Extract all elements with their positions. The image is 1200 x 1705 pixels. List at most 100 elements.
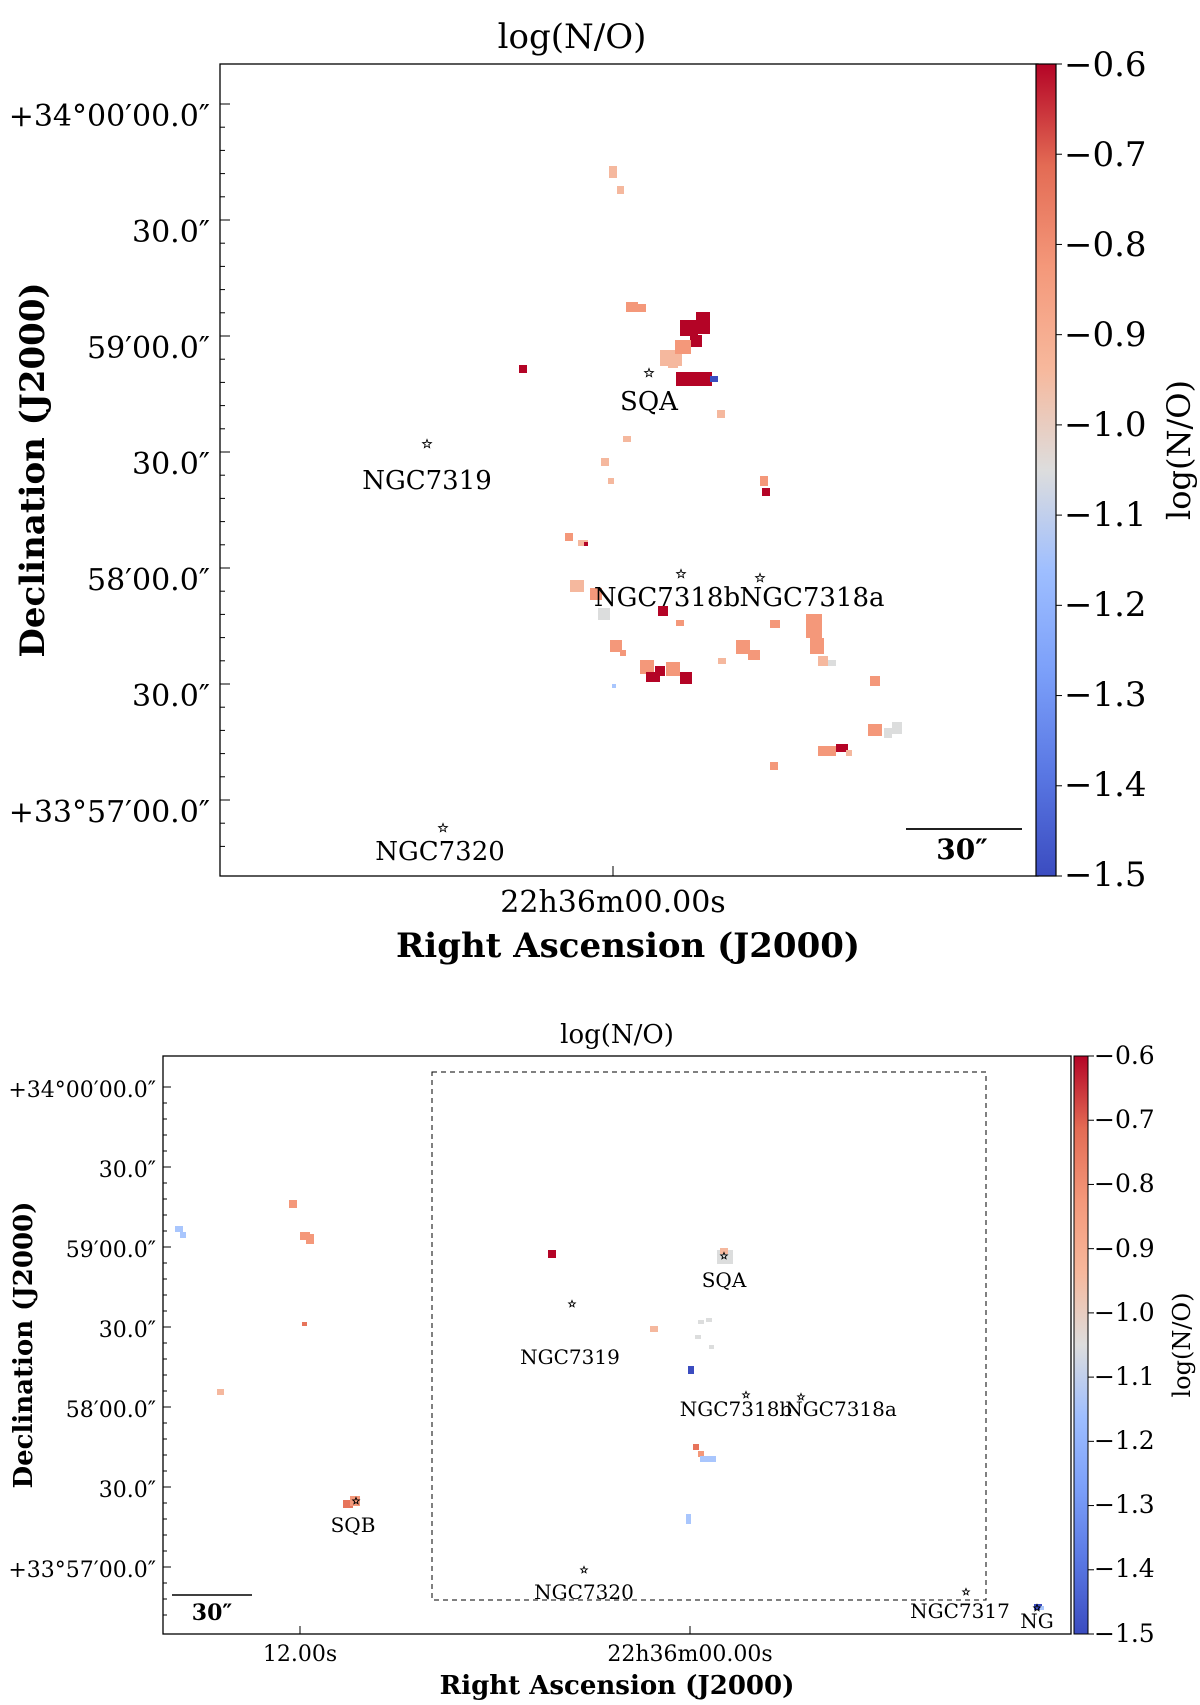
panel-bottom-zoom-box	[431, 1071, 987, 1601]
region-pixel	[688, 1366, 694, 1374]
marker-label-ngc7318a: NGC7318a	[785, 1397, 897, 1421]
marker-label-sqb: SQB	[331, 1513, 376, 1537]
region-pixel	[668, 360, 678, 368]
region-pixel	[680, 320, 698, 336]
region-pixel	[884, 728, 892, 738]
colorbar-tick-label: −1.2	[1094, 1426, 1155, 1455]
colorbar-tick-label: −0.6	[1094, 1041, 1155, 1070]
marker-label-ngc7320: NGC7320	[534, 1580, 634, 1604]
region-pixel	[770, 762, 778, 770]
panel-top-ytick-label: 59′00.0″	[87, 331, 210, 366]
marker-label-ngc7318b: NGC7318b	[680, 1397, 792, 1421]
region-pixel	[623, 436, 631, 442]
colorbar-tick-label: −1.4	[1064, 765, 1147, 805]
colorbar-tick-label: −0.6	[1064, 45, 1147, 85]
region-pixel	[617, 186, 624, 194]
region-pixel	[706, 1318, 712, 1322]
marker-star-icon	[437, 822, 449, 833]
colorbar-tick-label: −1.0	[1094, 1298, 1155, 1327]
panel-top-ytick-label: +33°57′00.0″	[9, 795, 210, 830]
region-pixel	[868, 724, 882, 736]
panel-bottom-y-axis-label: Declination (J2000)	[9, 1202, 39, 1489]
colorbar-tick-label: −0.7	[1064, 135, 1147, 175]
marker-star-icon	[567, 1299, 577, 1308]
panel-top-ytick-label: +34°00′00.0″	[9, 99, 210, 134]
region-pixel	[650, 1326, 658, 1332]
panel-top-colorbar-ticks	[1056, 63, 1062, 877]
panel-bottom-xtick-label: 12.00s	[263, 1642, 337, 1667]
region-pixel	[302, 1322, 307, 1326]
region-pixel	[601, 458, 609, 466]
region-pixel	[343, 1500, 353, 1508]
region-pixel	[180, 1232, 186, 1238]
region-pixel	[565, 533, 573, 541]
marker-star-icon	[675, 568, 687, 579]
region-pixel	[846, 750, 852, 756]
colorbar-tick-label: −1.1	[1094, 1362, 1155, 1391]
marker-star-icon	[421, 438, 433, 449]
marker-star-icon	[754, 572, 766, 583]
region-pixel	[598, 608, 610, 620]
region-pixel	[810, 638, 824, 654]
panel-top-colorbar-label: log(N/O)	[1160, 380, 1198, 520]
region-pixel	[698, 1451, 704, 1457]
region-pixel	[717, 410, 725, 418]
colorbar-tick-label: −1.1	[1064, 495, 1147, 535]
region-pixel	[638, 304, 646, 312]
panel-top-y-ticks	[220, 103, 230, 847]
marker-star-icon	[796, 1392, 806, 1401]
region-pixel	[870, 676, 880, 686]
region-pixel	[762, 488, 770, 496]
region-pixel	[306, 1234, 314, 1244]
region-pixel	[770, 620, 780, 628]
region-pixel	[217, 1389, 224, 1395]
region-pixel	[640, 660, 654, 674]
region-pixel	[690, 335, 702, 347]
region-pixel	[548, 1250, 556, 1258]
region-pixel	[693, 1444, 699, 1450]
colorbar-tick-label: −1.3	[1064, 675, 1147, 715]
panel-bottom-scale-bar-label: 30″	[192, 1600, 233, 1626]
panel-bottom-markers: SQA NGC7319 NGC7318b NGC7318a SQB NGC732…	[331, 1251, 1054, 1633]
marker-label-ngc7318a: NGC7318a	[739, 583, 884, 613]
region-pixel	[675, 340, 691, 354]
panel-top-ytick-label: 58′00.0″	[87, 563, 210, 598]
region-pixel	[828, 660, 836, 666]
panel-bottom-ytick-label: 30.0″	[99, 1318, 156, 1343]
region-pixel	[698, 372, 712, 386]
colorbar-tick-label: −0.7	[1094, 1105, 1155, 1134]
region-pixel	[806, 614, 822, 638]
colorbar-tick-label: −1.5	[1064, 855, 1147, 895]
panel-bottom-title: log(N/O)	[560, 1020, 674, 1050]
region-pixel	[610, 640, 622, 652]
region-pixel	[612, 684, 616, 688]
marker-label-ngc7319: NGC7319	[362, 466, 492, 496]
region-pixel	[646, 672, 660, 682]
panel-top-markers: SQA NGC7319 NGC7318b NGC7318a NGC7320	[362, 367, 885, 867]
marker-star-icon	[579, 1565, 589, 1574]
colorbar-tick-label: −0.9	[1064, 315, 1147, 355]
region-pixel	[720, 1248, 728, 1254]
region-pixel	[892, 722, 902, 734]
panel-top-y-axis-label: Declination (J2000)	[13, 282, 53, 657]
panel-bottom-ytick-label: 59′00.0″	[66, 1238, 156, 1263]
marker-star-icon	[1032, 1603, 1042, 1612]
marker-label-sqa: SQA	[702, 1268, 747, 1292]
region-pixel	[175, 1226, 183, 1232]
panel-bottom-ytick-label: +33°57′00.0″	[8, 1558, 156, 1583]
panel-top-x-axis-label: Right Ascension (J2000)	[396, 926, 860, 966]
region-pixel	[578, 540, 588, 546]
panel-bottom-colorbar	[1073, 1055, 1089, 1635]
panel-bottom-colorbar-labels: −0.6 −0.7 −0.8 −0.9 −1.0 −1.1 −1.2 −1.3 …	[1094, 1041, 1155, 1648]
panel-bottom-x-axis-label: Right Ascension (J2000)	[440, 1671, 795, 1701]
marker-label-sqa: SQA	[620, 387, 679, 417]
colorbar-tick-label: −0.8	[1064, 225, 1147, 265]
panel-top-ytick-label: 30.0″	[132, 679, 210, 714]
panel-bottom-colorbar-ticks	[1088, 1055, 1094, 1635]
marker-label-ng: NG	[1020, 1609, 1053, 1633]
panel-bottom-ytick-label: 30.0″	[99, 1478, 156, 1503]
panel-top-axes-frame	[219, 63, 1039, 877]
region-pixel	[300, 1232, 310, 1240]
marker-star-icon	[719, 1251, 729, 1260]
marker-label-ngc7320: NGC7320	[375, 837, 505, 867]
